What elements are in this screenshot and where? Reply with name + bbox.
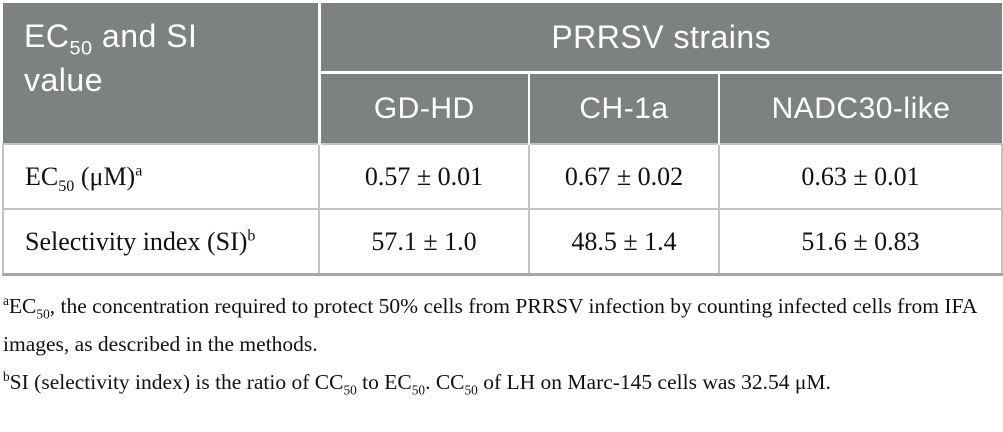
footnote-a: aEC50, the concentration required to pro… xyxy=(3,292,977,356)
value-cell-ec50-gd-hd: 0.57 ± 0.01 xyxy=(318,143,530,210)
value-cell-si-ch-1a: 48.5 ± 1.4 xyxy=(528,208,720,276)
column-header-nadc30-like: NADC30-like xyxy=(717,72,1003,144)
header-row-group: EC50 and SI value PRRSV strains xyxy=(3,3,1003,144)
column-header-ch-1a: CH-1a xyxy=(528,72,719,144)
table-header: EC50 and SI value PRRSV strains GD-HD CH… xyxy=(3,3,1003,144)
value-cell-si-nadc30-like: 51.6 ± 0.83 xyxy=(717,208,1003,276)
table-row-ec50: EC50 (μM)a 0.57 ± 0.01 0.67 ± 0.02 0.63 … xyxy=(2,143,1003,210)
value-cell-ec50-ch-1a: 0.67 ± 0.02 xyxy=(528,143,720,210)
header-row-strains: GD-HD CH-1a NADC30-like xyxy=(3,72,1003,144)
corner-header-cell: EC50 and SI value xyxy=(3,3,321,144)
footnotes: aEC50, the concentration required to pro… xyxy=(3,287,988,401)
group-header-prrsv-strains: PRRSV strains xyxy=(319,3,1003,74)
column-header-gd-hd: GD-HD xyxy=(319,72,529,144)
corner-header-label: EC50 and SI value xyxy=(24,18,198,98)
table-body: EC50 (μM)a 0.57 ± 0.01 0.67 ± 0.02 0.63 … xyxy=(2,143,1003,276)
value-cell-ec50-nadc30-like: 0.63 ± 0.01 xyxy=(717,143,1003,210)
row-label-ec50: EC50 (μM)a xyxy=(2,143,320,210)
value-cell-si-gd-hd: 57.1 ± 1.0 xyxy=(318,208,530,276)
row-label-selectivity-index: Selectivity index (SI)b xyxy=(2,208,320,276)
footnote-b: bSI (selectivity index) is the ratio of … xyxy=(3,368,831,398)
results-table: EC50 and SI value PRRSV strains GD-HD CH… xyxy=(2,3,1003,276)
table-row-selectivity-index: Selectivity index (SI)b 57.1 ± 1.0 48.5 … xyxy=(2,208,1003,276)
